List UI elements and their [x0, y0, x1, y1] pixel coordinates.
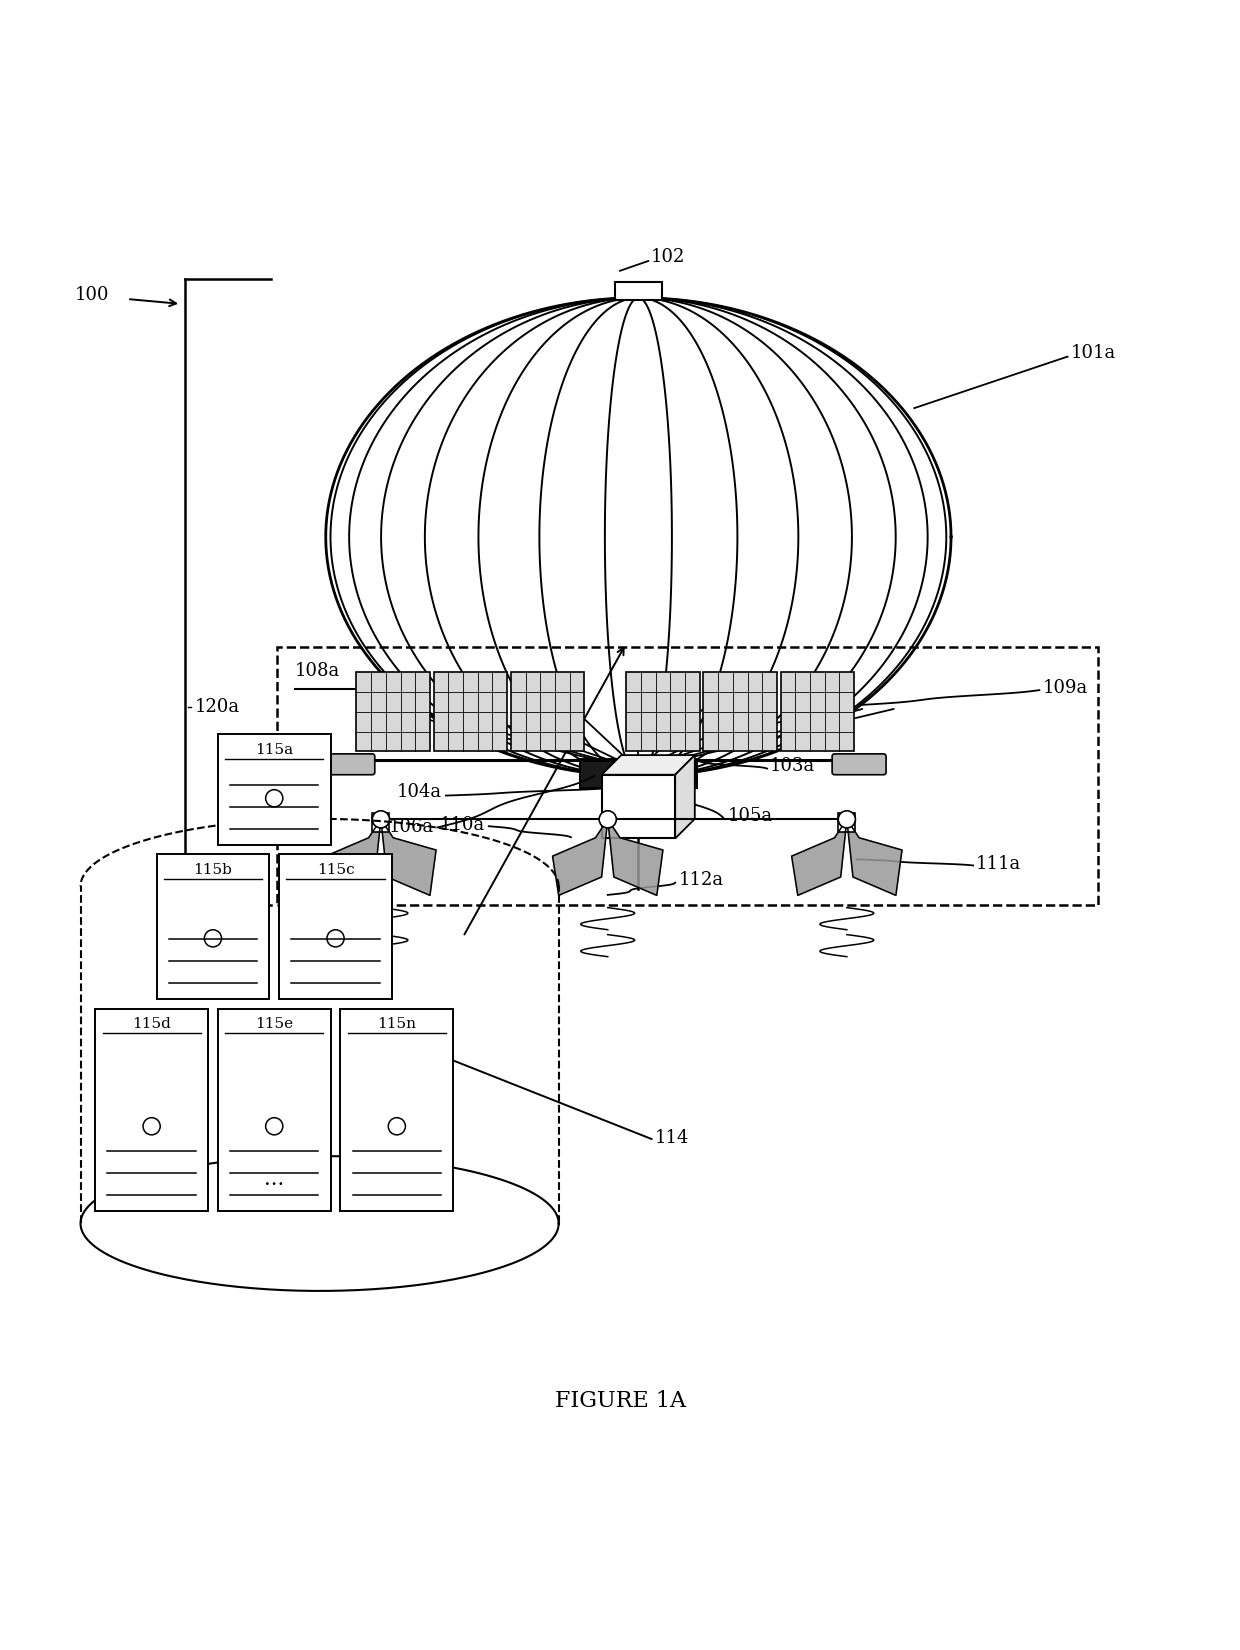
Text: 109a: 109a [1043, 678, 1089, 696]
Polygon shape [326, 820, 381, 896]
Text: 115b: 115b [193, 863, 232, 878]
Text: ...: ... [264, 1170, 284, 1190]
Polygon shape [675, 756, 694, 838]
Bar [218, 734, 331, 845]
Text: 100: 100 [74, 287, 109, 304]
Bar [615, 282, 662, 300]
Text: 106a: 106a [388, 818, 434, 837]
Text: 114: 114 [655, 1129, 688, 1147]
Bar [579, 759, 697, 789]
Polygon shape [381, 820, 436, 896]
Bar [511, 672, 584, 751]
Bar [615, 794, 662, 818]
Text: 110a: 110a [440, 817, 485, 833]
Text: 115c: 115c [316, 863, 355, 878]
Text: 112a: 112a [678, 871, 724, 889]
Text: 115n: 115n [377, 1018, 417, 1031]
Bar [341, 1008, 454, 1211]
FancyBboxPatch shape [832, 754, 887, 776]
Bar [95, 1008, 208, 1211]
Text: 115e: 115e [255, 1018, 294, 1031]
Polygon shape [601, 756, 694, 776]
Text: 115a: 115a [255, 742, 294, 757]
Text: FIGURE 1A: FIGURE 1A [554, 1391, 686, 1412]
Bar [218, 1008, 331, 1211]
Text: 115d: 115d [133, 1018, 171, 1031]
Text: 111a: 111a [976, 855, 1021, 873]
Polygon shape [791, 820, 847, 896]
Bar [781, 672, 854, 751]
Bar [626, 672, 699, 751]
Bar [277, 647, 1099, 904]
Bar [626, 764, 651, 789]
Bar [434, 672, 507, 751]
Bar [156, 855, 269, 1000]
Bar [601, 776, 675, 838]
Text: 120a: 120a [195, 698, 239, 716]
Polygon shape [553, 820, 608, 896]
Bar [356, 672, 430, 751]
Text: 105a: 105a [728, 807, 773, 825]
Text: 103a: 103a [770, 757, 815, 776]
Circle shape [599, 810, 616, 828]
FancyBboxPatch shape [321, 754, 374, 776]
Bar [838, 813, 856, 832]
Text: 108a: 108a [295, 662, 340, 680]
Bar [372, 813, 389, 832]
Circle shape [372, 810, 389, 828]
Circle shape [838, 810, 856, 828]
Bar [703, 672, 777, 751]
Text: 104a: 104a [397, 782, 443, 800]
Text: 102: 102 [651, 248, 684, 266]
Bar [279, 855, 392, 1000]
Polygon shape [608, 820, 663, 896]
Text: 101a: 101a [1071, 343, 1116, 361]
Polygon shape [847, 820, 901, 896]
